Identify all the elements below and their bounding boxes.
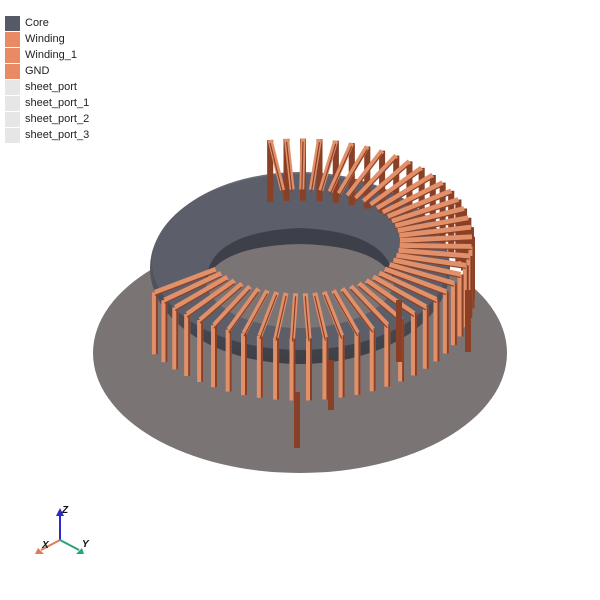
winding-turn [197, 281, 244, 383]
legend-swatch [5, 111, 20, 127]
axis-y-label: Y [82, 539, 90, 550]
legend-label: sheet_port [25, 81, 77, 93]
terminal-lead [465, 290, 471, 352]
winding-turn [331, 289, 361, 395]
winding-turn [378, 270, 440, 362]
winding-turn [172, 275, 229, 370]
legend-item-sheet-port-2[interactable]: sheet_port_2 [5, 111, 89, 127]
legend-swatch [5, 15, 20, 31]
winding-turn [283, 138, 295, 201]
terminal-lead [328, 360, 334, 410]
winding-turn [241, 289, 270, 396]
winding-turn [321, 290, 345, 398]
winding-turn [256, 291, 279, 398]
winding-turn [388, 262, 457, 346]
axis-triad: Z X Y [35, 505, 90, 554]
legend-swatch [5, 127, 20, 143]
winding-turn [308, 138, 323, 202]
legend-label: sheet_port_3 [25, 129, 90, 141]
winding-turn [267, 139, 286, 203]
legend-item-winding[interactable]: Winding [5, 31, 89, 47]
legend-label: sheet_port_2 [25, 113, 90, 125]
winding-turn [184, 278, 236, 377]
winding-turn [383, 266, 449, 354]
winding-turn [273, 292, 289, 400]
legend-item-gnd[interactable]: GND [5, 63, 89, 79]
legend-swatch [5, 79, 20, 95]
winding-turn [348, 284, 391, 387]
winding-turn [369, 165, 425, 230]
legend-swatch [5, 47, 20, 63]
winding-turn [312, 292, 329, 400]
winding-turn [211, 284, 252, 388]
legend-item-core[interactable]: Core [5, 15, 89, 31]
legend-swatch [5, 31, 20, 47]
legend: Core Winding Winding_1 GND sheet_port sh… [5, 15, 89, 143]
legend-label: Core [25, 17, 49, 29]
axis-z-label: Z [61, 505, 69, 516]
winding-turn [151, 267, 217, 355]
winding-turn [289, 293, 299, 401]
winding-turn [299, 138, 307, 201]
legend-label: sheet_port_1 [25, 97, 90, 109]
winding-turn [161, 271, 223, 363]
winding-turn [371, 274, 429, 369]
legend-item-sheet-port[interactable]: sheet_port [5, 79, 89, 95]
winding-turn [392, 257, 464, 337]
legend-swatch [5, 95, 20, 111]
legend-label: Winding_1 [25, 49, 77, 61]
winding-turn [398, 247, 473, 318]
axis-x-label: X [41, 540, 50, 551]
legend-label: Winding [25, 33, 65, 45]
legend-swatch [5, 63, 20, 79]
legend-item-sheet-port-1[interactable]: sheet_port_1 [5, 95, 89, 111]
terminal-lead [294, 392, 300, 448]
legend-item-sheet-port-3[interactable]: sheet_port_3 [5, 127, 89, 143]
winding-turn [225, 287, 261, 392]
legend-item-winding-1[interactable]: Winding_1 [5, 47, 89, 63]
winding-turn [336, 145, 371, 209]
legend-label: GND [25, 65, 50, 77]
winding-turn [364, 278, 417, 376]
winding-turn [340, 287, 376, 392]
terminal-lead [396, 300, 402, 362]
winding-coils[interactable] [151, 138, 475, 448]
winding-turn [302, 293, 313, 401]
